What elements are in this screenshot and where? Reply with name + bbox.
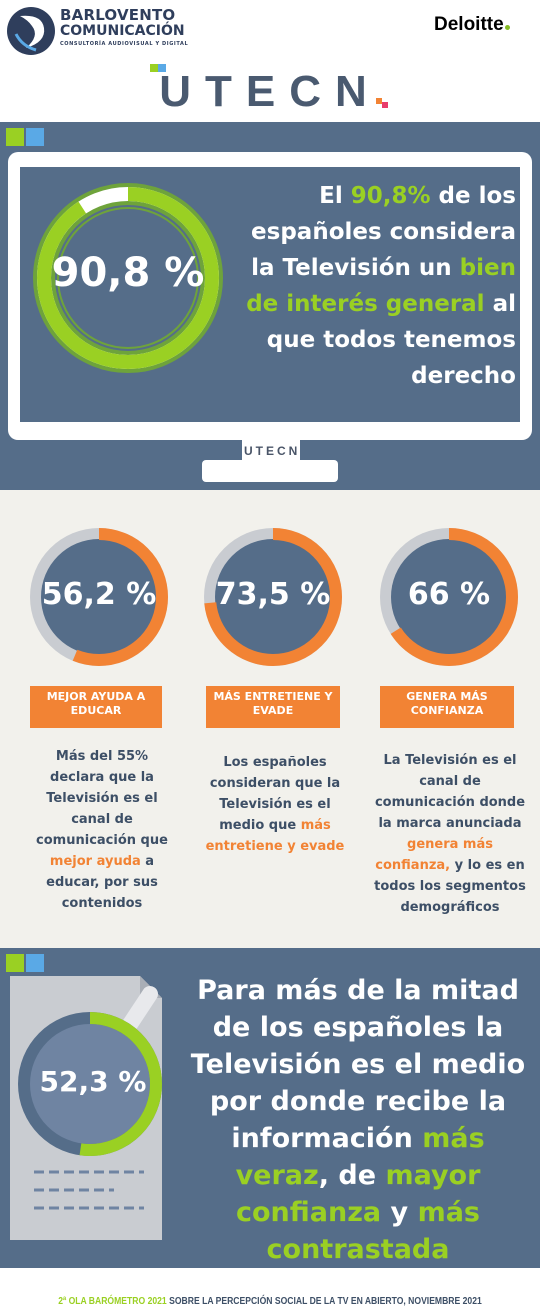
stat-label-confianza: GENERA MÁS CONFIANZA bbox=[380, 686, 514, 728]
utecn-logo: UTECN bbox=[150, 64, 388, 110]
footer-source: 2ª OLA BARÓMETRO 2021 SOBRE LA PERCEPCIÓ… bbox=[38, 1296, 502, 1307]
stat-desc-confianza: La Televisión es el canal de comunicació… bbox=[374, 753, 526, 915]
info-progress-arc bbox=[18, 1012, 162, 1156]
main-stat-headline: El 90,8% de los españoles considera la T… bbox=[232, 178, 516, 394]
stat-value-educar: 56,2 % bbox=[41, 577, 157, 612]
green-square-icon bbox=[6, 128, 24, 146]
tv-screen bbox=[20, 167, 520, 422]
deloitte-wordmark: Deloitte bbox=[434, 14, 504, 35]
stat-desc-entretiene: Los españoles consideran que la Televisi… bbox=[205, 755, 345, 854]
tv-stand-base bbox=[202, 460, 338, 482]
footer-rest: SOBRE LA PERCEPCIÓN SOCIAL DE LA TV EN A… bbox=[166, 1296, 482, 1307]
tv-stand-logo: UTECN bbox=[244, 444, 301, 458]
header bbox=[0, 0, 540, 122]
info-headline: Para más de la mitad de los españoles la… bbox=[190, 975, 526, 1265]
barlovento-name-line1: BARLOVENTO bbox=[60, 6, 176, 24]
barlovento-logo-icon bbox=[7, 7, 55, 55]
stat-progress-arc bbox=[380, 528, 518, 666]
document-checkmark-icon bbox=[10, 976, 162, 1240]
blue-square-icon bbox=[26, 128, 44, 146]
headline-part: de los españoles considera la Televisión… bbox=[251, 183, 516, 281]
stat-progress-arc bbox=[204, 528, 342, 666]
headline-part: al que todos tenemos derecho bbox=[266, 291, 516, 389]
footer bbox=[0, 1268, 540, 1314]
stat-label-educar: MEJOR AYUDA A EDUCAR bbox=[30, 686, 162, 728]
main-stat-ring bbox=[33, 183, 223, 373]
stat-value-confianza: 66 % bbox=[407, 577, 491, 612]
headline-highlight: 90,8% bbox=[350, 183, 431, 209]
utecn-wordmark: UTECN bbox=[159, 67, 381, 110]
stat-ring-educar bbox=[30, 528, 168, 666]
deloitte-dot-icon bbox=[504, 25, 510, 30]
main-stat-progress-arc bbox=[37, 187, 219, 369]
info-stat-value: 52,3 % bbox=[39, 1065, 147, 1098]
stat-value-entretiene: 73,5 % bbox=[215, 577, 331, 612]
main-stat-value: 90,8 % bbox=[51, 250, 205, 296]
green-square-icon bbox=[6, 954, 24, 972]
stat-desc-educar: Más del 55% declara que la Televisión es… bbox=[36, 749, 168, 911]
tv-stand-neck bbox=[242, 440, 300, 462]
stat-ring-confianza bbox=[380, 528, 518, 666]
barlovento-name-line2: COMUNICACIÓN bbox=[60, 23, 185, 39]
headline-part: El bbox=[319, 183, 351, 209]
blue-square-icon bbox=[26, 954, 44, 972]
stat-ring-entretiene bbox=[204, 528, 342, 666]
stat-progress-arc bbox=[30, 528, 168, 666]
deloitte-logo: Deloitte bbox=[434, 14, 510, 36]
headline-highlight: bien de interés general bbox=[246, 255, 516, 317]
barlovento-tagline: CONSULTORÍA AUDIOVISUAL Y DIGITAL bbox=[60, 41, 189, 47]
stat-label-entretiene: MÁS ENTRETIENE Y EVADE bbox=[206, 686, 340, 728]
footer-highlight: 2ª OLA BARÓMETRO 2021 bbox=[58, 1296, 167, 1307]
